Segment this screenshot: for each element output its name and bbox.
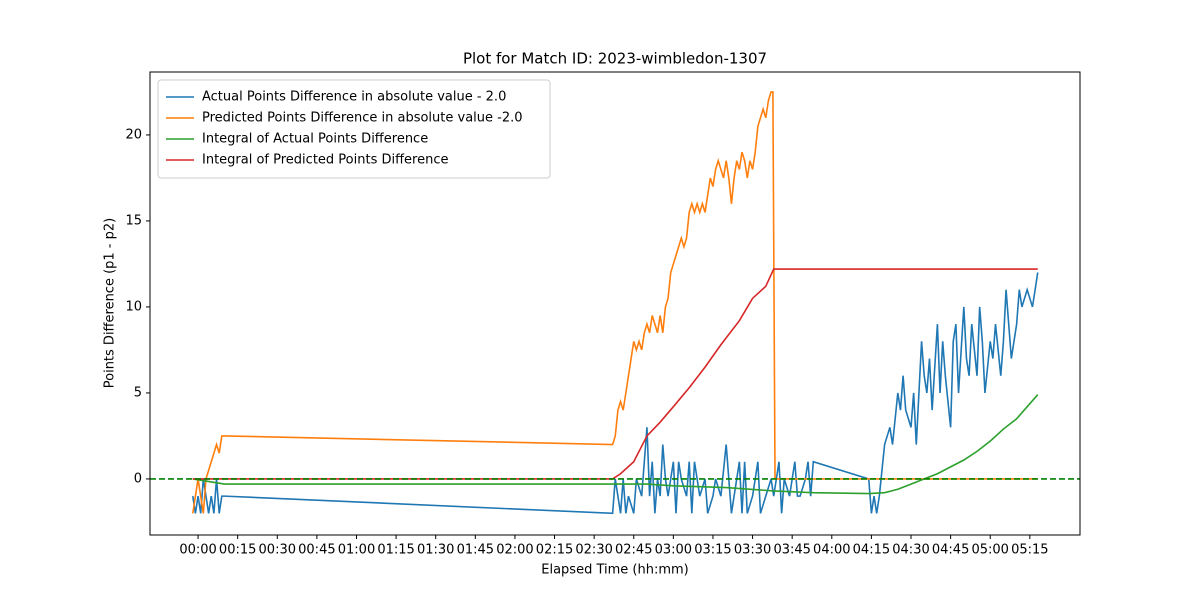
x-tick-label: 05:15 bbox=[1011, 543, 1048, 558]
x-tick-label: 04:00 bbox=[813, 543, 850, 558]
legend-label: Actual Points Difference in absolute val… bbox=[202, 90, 506, 105]
y-tick-label: 20 bbox=[125, 127, 142, 142]
x-tick-label: 04:30 bbox=[892, 543, 929, 558]
x-tick-label: 02:15 bbox=[536, 543, 573, 558]
x-tick-label: 01:15 bbox=[377, 543, 414, 558]
legend-label: Integral of Predicted Points Difference bbox=[202, 153, 449, 168]
x-tick-label: 00:45 bbox=[298, 543, 335, 558]
x-tick-label: 02:00 bbox=[496, 543, 533, 558]
x-tick-label: 04:45 bbox=[932, 543, 969, 558]
legend-box bbox=[157, 79, 551, 179]
x-tick-label: 05:00 bbox=[971, 543, 1008, 558]
x-tick-label: 03:00 bbox=[655, 543, 692, 558]
x-tick-label: 01:45 bbox=[457, 543, 494, 558]
x-tick-label: 04:15 bbox=[853, 543, 890, 558]
plot-frame bbox=[149, 71, 1081, 536]
x-tick-label: 01:30 bbox=[417, 543, 454, 558]
x-tick-label: 00:15 bbox=[219, 543, 256, 558]
y-tick-label: 10 bbox=[125, 299, 142, 314]
x-axis-label: Elapsed Time (hh:mm) bbox=[541, 563, 688, 578]
series-line bbox=[192, 394, 1039, 495]
y-tick-label: 0 bbox=[134, 471, 142, 486]
series-line bbox=[191, 91, 1038, 514]
x-tick-label: 03:15 bbox=[694, 543, 731, 558]
x-tick-label: 01:00 bbox=[338, 543, 375, 558]
y-axis-label: Points Difference (p1 - p2) bbox=[103, 218, 118, 388]
chart-title: Plot for Match ID: 2023-wimbledon-1307 bbox=[463, 50, 767, 68]
legend-label: Integral of Actual Points Difference bbox=[202, 132, 428, 147]
series-line bbox=[192, 268, 1038, 480]
x-tick-label: 00:30 bbox=[259, 543, 296, 558]
legend-label: Predicted Points Difference in absolute … bbox=[202, 111, 523, 126]
x-tick-label: 02:45 bbox=[615, 543, 652, 558]
x-tick-label: 02:30 bbox=[575, 543, 612, 558]
x-tick-label: 03:30 bbox=[734, 543, 771, 558]
y-tick-label: 15 bbox=[125, 213, 142, 228]
series-line bbox=[191, 272, 1039, 515]
x-tick-label: 03:45 bbox=[773, 543, 810, 558]
y-tick-label: 5 bbox=[134, 385, 142, 400]
x-tick-label: 00:00 bbox=[179, 543, 216, 558]
